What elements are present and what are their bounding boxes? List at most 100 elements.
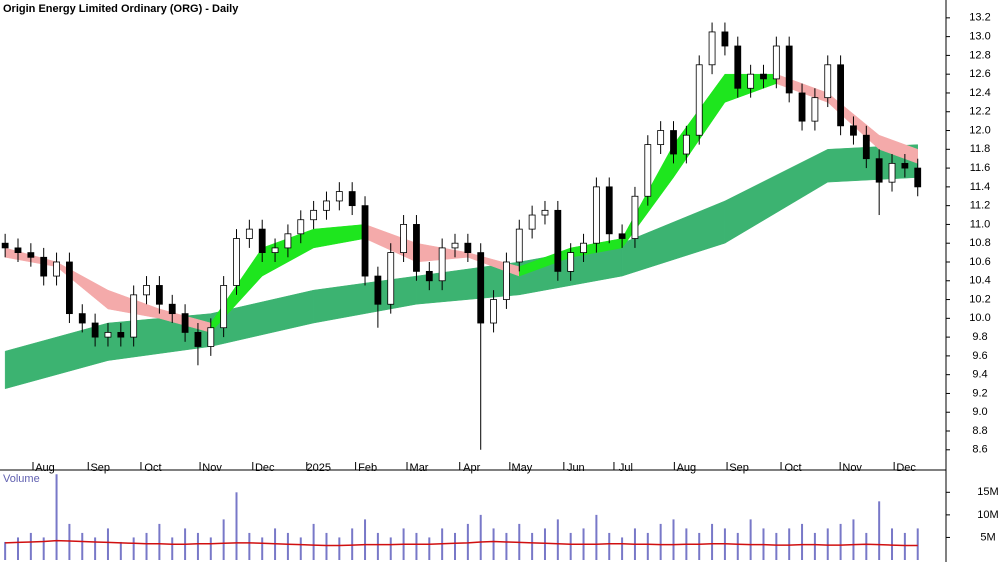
y-tick-label: 10.4 <box>969 275 990 287</box>
candle-body <box>875 158 883 183</box>
y-tick-label: 10.0 <box>969 312 990 324</box>
volume-bar <box>865 532 868 560</box>
volume-bar <box>801 523 804 560</box>
volume-bar <box>4 541 7 560</box>
y-tick-label: 12.6 <box>969 68 990 80</box>
candle-body <box>554 209 562 272</box>
candle-body <box>400 224 407 253</box>
y-tick-label: 12.0 <box>969 124 990 136</box>
candle-body <box>66 261 73 315</box>
y-tick-label: 13.2 <box>969 12 990 24</box>
candle-body <box>901 162 909 169</box>
candle-body <box>772 45 780 80</box>
volume-bar <box>479 514 482 560</box>
candle-body <box>682 134 690 155</box>
y-tick-label: 10.2 <box>969 293 990 305</box>
candle-body <box>130 294 138 338</box>
candle-body <box>104 332 112 338</box>
candle-body <box>914 167 922 188</box>
candle-body <box>323 200 330 211</box>
volume-bar <box>543 528 546 560</box>
y-tick-label: 11.8 <box>970 143 991 155</box>
volume-bar <box>16 537 19 560</box>
x-tick-label: Feb <box>358 462 377 474</box>
volume-bar <box>492 528 495 560</box>
y-tick-label: 9.2 <box>972 387 987 399</box>
volume-bar <box>248 532 251 560</box>
candle-body <box>207 327 215 347</box>
y-tick-label: 12.8 <box>969 49 990 61</box>
candle-body <box>451 242 459 249</box>
candle-body <box>567 252 575 272</box>
candle-body <box>387 252 395 305</box>
candle-body <box>580 242 587 253</box>
candle-body <box>143 285 150 296</box>
candle-body <box>477 252 485 324</box>
y-tick-label: 12.4 <box>969 87 990 99</box>
volume-bar <box>196 532 199 560</box>
volume-bar <box>389 537 392 560</box>
volume-bar <box>736 532 739 560</box>
volume-bar <box>376 532 379 560</box>
candle-body <box>297 219 305 235</box>
volume-title: Volume <box>3 473 40 485</box>
candle-body <box>721 31 729 47</box>
candle-body <box>862 134 870 160</box>
volume-bar <box>42 537 45 560</box>
y-tick-label: 11.4 <box>970 181 991 193</box>
volume-bar <box>351 528 354 560</box>
chart-title: Origin Energy Limited Ordinary (ORG) - D… <box>3 3 239 15</box>
volume-bar <box>119 541 122 560</box>
candle-body <box>811 97 819 122</box>
x-tick-label: Mar <box>410 462 429 474</box>
volume-bar <box>68 523 71 560</box>
candle-body <box>348 191 356 207</box>
y-tick-label: 8.6 <box>972 444 987 456</box>
candle-body <box>181 313 189 333</box>
volume-bar <box>312 523 315 560</box>
volume-bar <box>466 523 469 560</box>
candle-body <box>284 233 292 249</box>
candle-body <box>708 31 716 66</box>
candle-body <box>657 130 665 146</box>
x-tick-label: Dec <box>896 462 916 474</box>
candle-body <box>503 261 510 300</box>
y-tick-label: 11.6 <box>970 162 991 174</box>
volume-bar <box>415 532 418 560</box>
volume-bar <box>132 537 135 560</box>
candle-body <box>245 228 253 239</box>
candle-body <box>91 322 99 338</box>
candle-body <box>117 332 125 338</box>
candle-body <box>155 285 163 305</box>
volume-bar <box>364 519 367 560</box>
candle-body <box>464 242 472 253</box>
volume-bar <box>621 537 624 560</box>
volume-bar <box>428 537 431 560</box>
candle-body <box>644 144 652 197</box>
y-tick-label: 12.2 <box>969 106 990 118</box>
volume-bar <box>325 532 328 560</box>
volume-bar <box>299 537 302 560</box>
volume-bar <box>672 519 675 560</box>
candle-body <box>798 92 806 122</box>
volume-bar <box>749 519 752 560</box>
volume-bar <box>852 519 855 560</box>
volume-bar <box>646 532 649 560</box>
volume-bar <box>454 532 457 560</box>
candle-body <box>515 228 523 263</box>
x-tick-label: Nov <box>842 462 862 474</box>
candle-body <box>14 247 22 253</box>
x-tick-label: Dec <box>255 462 275 474</box>
volume-bar <box>29 532 32 560</box>
x-tick-label: May <box>511 462 532 474</box>
candle-body <box>618 233 626 239</box>
candle-body <box>27 252 35 258</box>
volume-bar <box>659 523 662 560</box>
candle-body <box>734 45 742 89</box>
candle-body <box>168 303 176 315</box>
candle-body <box>850 125 857 136</box>
x-tick-label: Nov <box>202 462 222 474</box>
volume-bar <box>839 523 842 560</box>
x-tick-label: Sep <box>90 462 110 474</box>
